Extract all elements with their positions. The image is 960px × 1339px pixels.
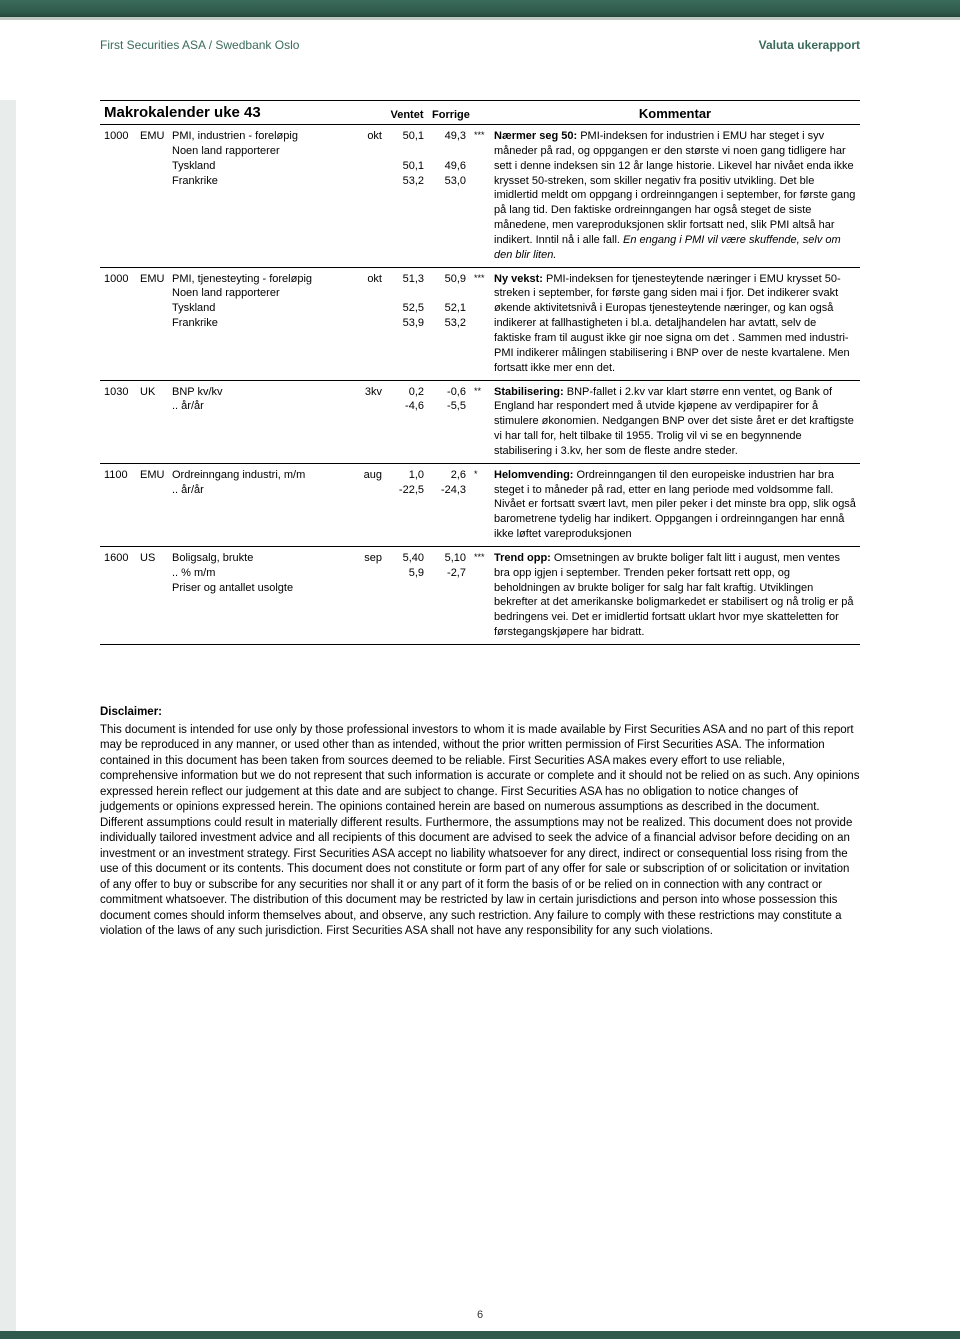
calendar-header-row: Makrokalender uke 43 Ventet Forrige Komm…	[100, 101, 860, 125]
cell-period: aug	[358, 463, 386, 546]
table-row: 1000EMUPMI, industrien - foreløpigNoen l…	[100, 125, 860, 268]
cell-period: okt	[358, 125, 386, 268]
bottom-strip	[0, 1331, 960, 1339]
cell-stars: ***	[470, 125, 490, 268]
cell-stars: ***	[470, 546, 490, 644]
calendar-table: Makrokalender uke 43 Ventet Forrige Komm…	[100, 100, 860, 645]
cell-ventet: 5,405,9	[386, 546, 428, 644]
table-row: 1030UKBNP kv/kv.. år/år3kv0,2-4,6-0,6-5,…	[100, 380, 860, 463]
cell-region: UK	[136, 380, 168, 463]
cell-comment: Stabilisering: BNP-fallet i 2.kv var kla…	[490, 380, 860, 463]
col-kommentar: Kommentar	[490, 101, 860, 125]
cell-ventet: 50,1 50,153,2	[386, 125, 428, 268]
cell-desc: BNP kv/kv.. år/år	[168, 380, 358, 463]
cell-ventet: 1,0-22,5	[386, 463, 428, 546]
header-right: Valuta ukerapport	[759, 38, 860, 52]
cell-forrige: 2,6-24,3	[428, 463, 470, 546]
cell-stars: *	[470, 463, 490, 546]
cell-period: 3kv	[358, 380, 386, 463]
table-row: 1600USBoligsalg, brukte.. % m/mPriser og…	[100, 546, 860, 644]
header-left: First Securities ASA / Swedbank Oslo	[100, 38, 299, 52]
cell-stars: ***	[470, 267, 490, 380]
cell-time: 1000	[100, 125, 136, 268]
cell-forrige: 50,9 52,153,2	[428, 267, 470, 380]
page-header: First Securities ASA / Swedbank Oslo Val…	[0, 20, 960, 70]
cell-desc: Ordreinngang industri, m/m.. år/år	[168, 463, 358, 546]
cell-ventet: 51,3 52,553,9	[386, 267, 428, 380]
table-row: 1100EMUOrdreinngang industri, m/m.. år/å…	[100, 463, 860, 546]
col-ventet: Ventet	[386, 101, 428, 125]
cell-region: US	[136, 546, 168, 644]
cell-period: okt	[358, 267, 386, 380]
cell-comment: Ny vekst: PMI-indeksen for tjenesteytend…	[490, 267, 860, 380]
cell-region: EMU	[136, 125, 168, 268]
cell-comment: Nærmer seg 50: PMI-indeksen for industri…	[490, 125, 860, 268]
cell-desc: PMI, industrien - foreløpigNoen land rap…	[168, 125, 358, 268]
cell-region: EMU	[136, 267, 168, 380]
disclaimer-heading: Disclaimer:	[100, 705, 860, 721]
col-stars-blank	[470, 101, 490, 125]
cell-comment: Trend opp: Omsetningen av brukte boliger…	[490, 546, 860, 644]
cell-period: sep	[358, 546, 386, 644]
cell-stars: **	[470, 380, 490, 463]
table-row: 1000EMUPMI, tjenesteyting - foreløpigNoe…	[100, 267, 860, 380]
col-forrige: Forrige	[428, 101, 470, 125]
cell-forrige: 5,10-2,7	[428, 546, 470, 644]
cell-ventet: 0,2-4,6	[386, 380, 428, 463]
cell-time: 1600	[100, 546, 136, 644]
cell-time: 1030	[100, 380, 136, 463]
disclaimer-body: This document is intended for use only b…	[100, 723, 860, 940]
cell-region: EMU	[136, 463, 168, 546]
page-number: 6	[0, 1309, 960, 1321]
cell-forrige: -0,6-5,5	[428, 380, 470, 463]
content-area: Makrokalender uke 43 Ventet Forrige Komm…	[0, 70, 960, 940]
disclaimer: Disclaimer: This document is intended fo…	[100, 705, 860, 940]
calendar-title: Makrokalender uke 43	[100, 101, 386, 125]
cell-desc: Boligsalg, brukte.. % m/mPriser og antal…	[168, 546, 358, 644]
top-strip	[0, 0, 960, 20]
cell-comment: Helomvending: Ordreinngangen til den eur…	[490, 463, 860, 546]
cell-time: 1000	[100, 267, 136, 380]
cell-desc: PMI, tjenesteyting - foreløpigNoen land …	[168, 267, 358, 380]
cell-forrige: 49,3 49,653,0	[428, 125, 470, 268]
cell-time: 1100	[100, 463, 136, 546]
